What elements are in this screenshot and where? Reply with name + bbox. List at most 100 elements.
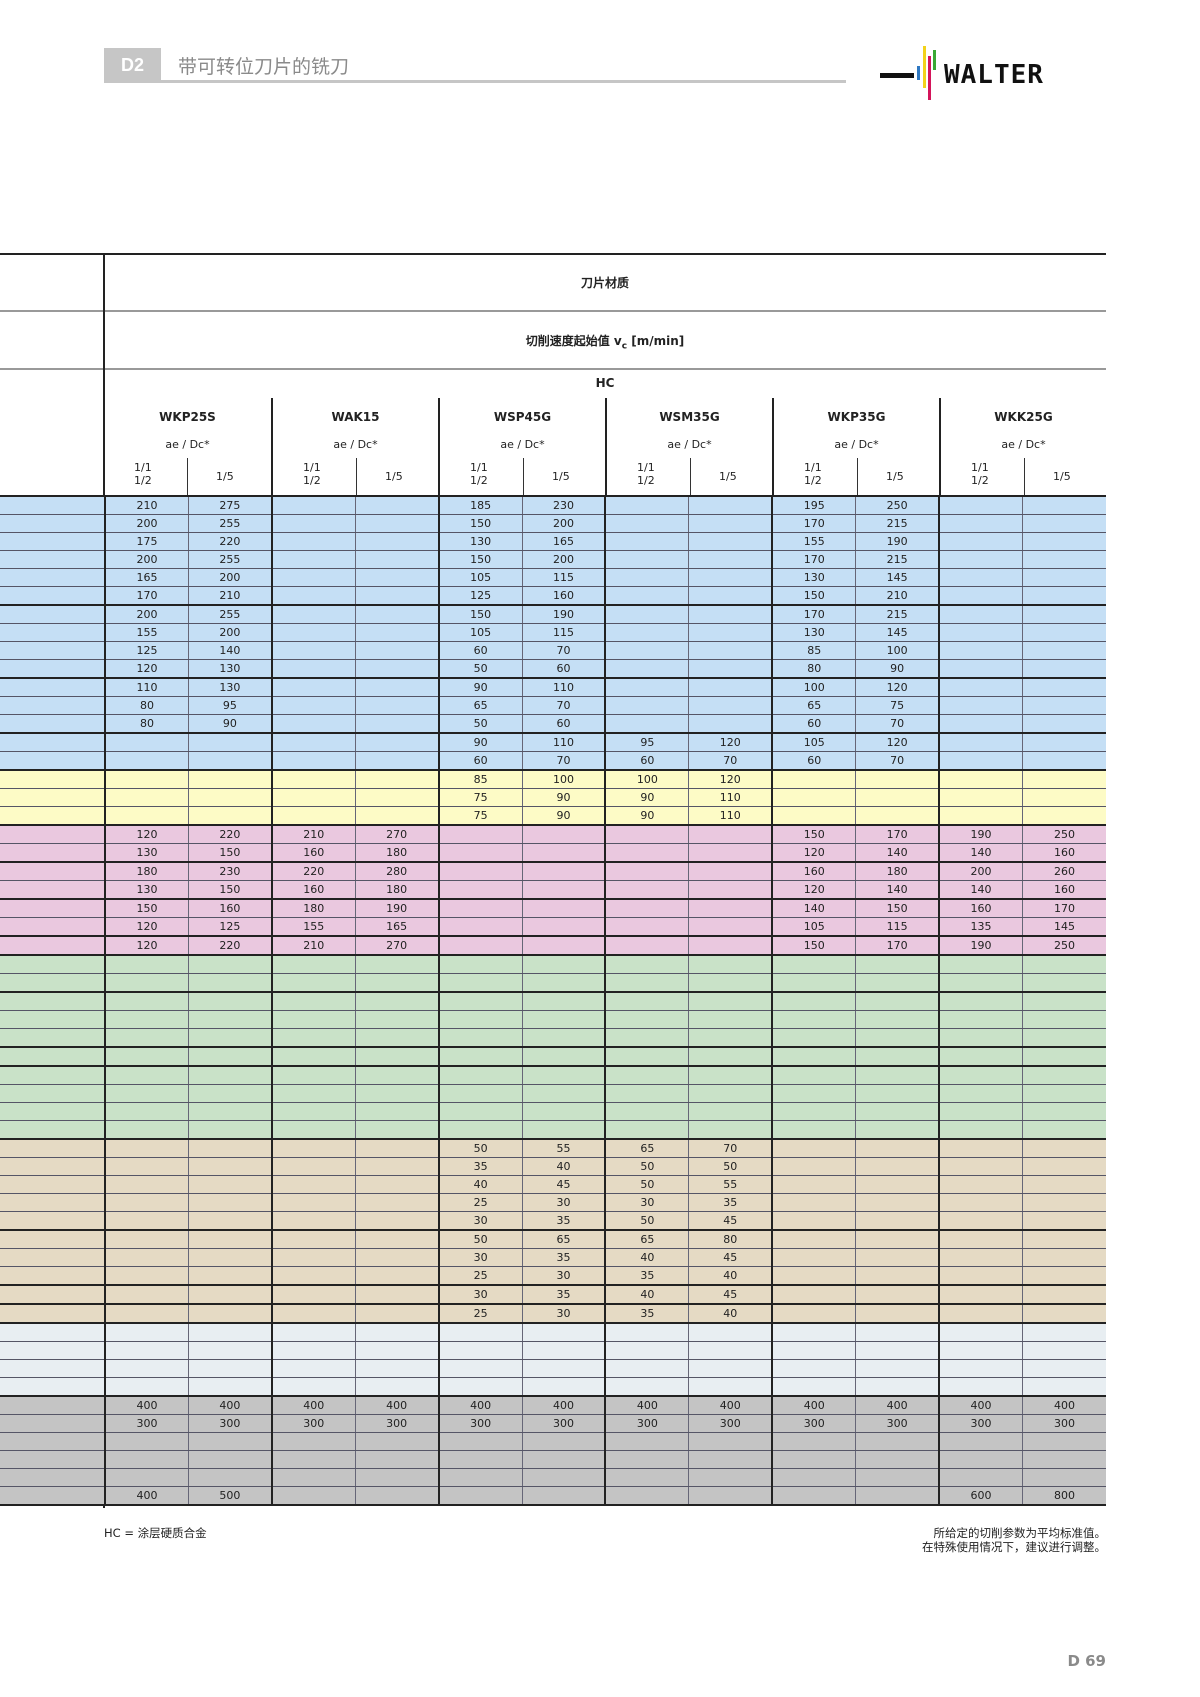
speed-cell bbox=[855, 1230, 940, 1249]
speed-cell bbox=[855, 1266, 940, 1286]
speed-cell: 250 bbox=[1021, 936, 1106, 956]
speed-cell: 70 bbox=[855, 714, 940, 734]
speed-cell bbox=[1021, 1175, 1106, 1194]
speed-cell: 200 bbox=[938, 862, 1023, 881]
speed-cell: 150 bbox=[771, 586, 856, 606]
speed-cell bbox=[270, 1450, 356, 1469]
speed-cell: 120 bbox=[103, 936, 189, 956]
grade-name: WKK25G bbox=[994, 410, 1053, 424]
sub-column-divider bbox=[857, 458, 858, 495]
speed-cell: 120 bbox=[103, 917, 189, 937]
speed-cell: 190 bbox=[938, 825, 1023, 844]
speed-cell: 60 bbox=[437, 751, 523, 771]
speed-cell bbox=[938, 678, 1023, 697]
speed-cell bbox=[187, 1304, 272, 1324]
speed-cell: 80 bbox=[103, 696, 189, 715]
header-divider bbox=[0, 310, 1106, 312]
speed-cell bbox=[187, 1432, 272, 1451]
speed-cell bbox=[938, 1266, 1023, 1286]
speed-cell bbox=[938, 1066, 1023, 1085]
speed-cell: 195 bbox=[771, 495, 856, 515]
speed-cell bbox=[270, 550, 356, 569]
speed-cell: 500 bbox=[187, 1486, 272, 1506]
speed-cell: 35 bbox=[521, 1285, 606, 1305]
speed-cell bbox=[270, 733, 356, 752]
speed-cell bbox=[1021, 1028, 1106, 1048]
row-label-cell bbox=[0, 1341, 105, 1360]
speed-cell: 170 bbox=[771, 605, 856, 624]
footnote-legend: HC = 涂层硬质合金 bbox=[104, 1526, 207, 1540]
speed-cell: 300 bbox=[855, 1414, 940, 1433]
table-row: 400 400 400 400 400 400 400 400 400 400 400 400 bbox=[0, 1396, 1106, 1415]
speed-cell: 215 bbox=[855, 605, 940, 624]
speed-cell bbox=[771, 1432, 856, 1451]
speed-cell: 40 bbox=[604, 1285, 689, 1305]
table-row: 30 35 50 45 bbox=[0, 1211, 1106, 1231]
speed-cell bbox=[354, 1010, 439, 1029]
speed-cell bbox=[187, 1359, 272, 1378]
speed-cell: 200 bbox=[103, 605, 189, 624]
speed-cell bbox=[771, 1193, 856, 1212]
speed-cell bbox=[354, 973, 439, 993]
speed-cell bbox=[1021, 1432, 1106, 1451]
speed-cell bbox=[521, 1486, 606, 1506]
speed-cell: 160 bbox=[938, 899, 1023, 918]
speed-cell: 60 bbox=[437, 641, 523, 660]
speed-cell bbox=[270, 605, 356, 624]
speed-cell bbox=[938, 788, 1023, 807]
speed-cell bbox=[187, 1102, 272, 1121]
table-row: 120 125 155 165 105 115 135 145 bbox=[0, 917, 1106, 937]
header-divider bbox=[0, 368, 1106, 370]
sub-label: 1/2 bbox=[804, 474, 822, 487]
section-badge: D2 bbox=[104, 48, 161, 82]
speed-cell bbox=[1021, 586, 1106, 606]
speed-cell: 70 bbox=[521, 641, 606, 660]
speed-cell: 160 bbox=[270, 880, 356, 900]
ratio-label: ae / Dc* bbox=[500, 438, 545, 451]
speed-cell bbox=[855, 1359, 940, 1378]
speed-cell: 110 bbox=[688, 788, 773, 807]
speed-cell bbox=[187, 751, 272, 771]
speed-cell bbox=[938, 495, 1023, 515]
speed-cell bbox=[771, 1102, 856, 1121]
speed-cell: 160 bbox=[1021, 880, 1106, 900]
speed-cell: 125 bbox=[437, 586, 523, 606]
table-row: 300 300 300 300 300 300 300 300 300 300 300 300 bbox=[0, 1414, 1106, 1433]
speed-cell: 145 bbox=[1021, 917, 1106, 937]
speed-cell bbox=[604, 825, 689, 844]
speed-cell bbox=[521, 1432, 606, 1451]
speed-cell bbox=[521, 1010, 606, 1029]
sub-label: 1/1 bbox=[637, 461, 655, 474]
speed-cell bbox=[270, 1193, 356, 1212]
speed-cell bbox=[938, 1175, 1023, 1194]
speed-cell bbox=[604, 532, 689, 551]
speed-cell bbox=[270, 586, 356, 606]
speed-cell bbox=[354, 1359, 439, 1378]
speed-cell bbox=[103, 1047, 189, 1067]
speed-cell: 150 bbox=[855, 899, 940, 918]
speed-cell bbox=[103, 733, 189, 752]
sub-column-full-half: 1/1 1/2 bbox=[134, 461, 152, 487]
speed-cell: 180 bbox=[270, 899, 356, 918]
row-label-cell bbox=[0, 514, 105, 533]
speed-cell bbox=[771, 1066, 856, 1085]
speed-cell bbox=[938, 568, 1023, 587]
row-label-cell bbox=[0, 806, 105, 826]
row-label-cell bbox=[0, 1248, 105, 1267]
speed-cell: 55 bbox=[521, 1139, 606, 1158]
speed-cell bbox=[103, 1157, 189, 1176]
speed-cell: 80 bbox=[103, 714, 189, 734]
speed-cell bbox=[938, 550, 1023, 569]
speed-cell: 115 bbox=[521, 623, 606, 642]
speed-cell bbox=[521, 936, 606, 956]
speed-cell bbox=[187, 1341, 272, 1360]
speed-cell bbox=[270, 495, 356, 515]
speed-cell: 90 bbox=[855, 659, 940, 679]
speed-cell bbox=[1021, 955, 1106, 974]
speed-cell bbox=[187, 733, 272, 752]
speed-cell: 275 bbox=[187, 495, 272, 515]
speed-cell: 30 bbox=[437, 1248, 523, 1267]
speed-cell bbox=[521, 1323, 606, 1342]
speed-cell bbox=[354, 1248, 439, 1267]
speed-cell bbox=[688, 936, 773, 956]
